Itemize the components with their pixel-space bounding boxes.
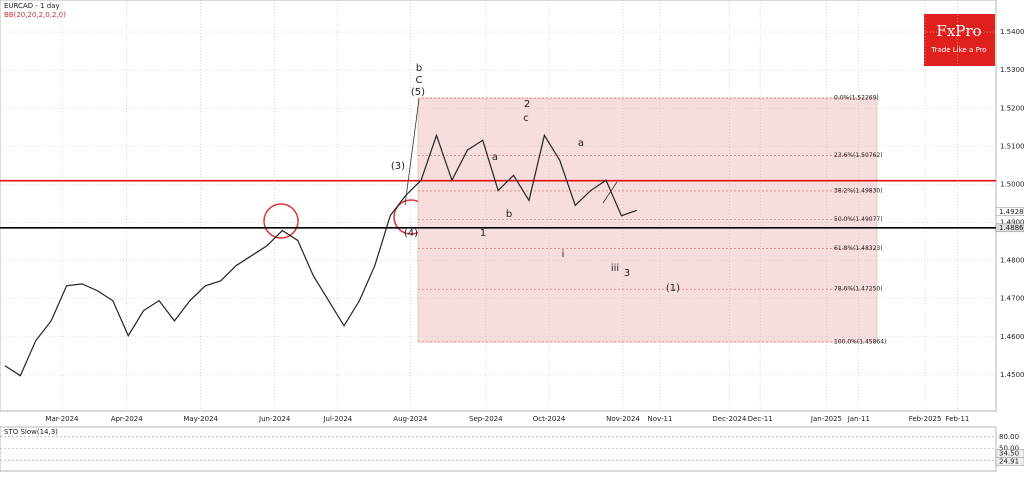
wave-line: [404, 98, 420, 206]
x-tick-label: Feb-2025: [909, 415, 942, 423]
fib-label: 61.8%(1.48323): [834, 245, 883, 252]
price-tag: [995, 223, 1024, 233]
logo-tagline: Trade Like a Pro: [930, 46, 986, 54]
wave-label: C: [416, 75, 423, 86]
fib-label: 78.6%(1.47250): [834, 286, 883, 293]
logo-box: [924, 14, 995, 66]
fib-label: 38.2%(1.49830): [834, 187, 883, 194]
x-tick-label: Apr-2024: [111, 415, 144, 423]
wave-label: iii: [611, 263, 619, 274]
x-tick-label: Feb-11: [946, 415, 970, 423]
wave-label: a: [578, 138, 584, 149]
x-tick-label: Jan-2025: [810, 415, 842, 423]
x-tick-label: May-2024: [183, 415, 218, 423]
x-tick-label: Sep-2024: [469, 415, 503, 423]
y-tick-label: 1.50000: [1000, 180, 1024, 188]
x-tick-label: Jan-11: [847, 415, 870, 423]
price-line: [4, 133, 638, 377]
wave-label: b: [506, 209, 512, 220]
y-tick-label: 1.53000: [1000, 66, 1024, 74]
logo-brand: FxPro: [936, 22, 981, 40]
wave-label: a: [492, 152, 498, 163]
x-tick-label: Jul-2024: [322, 415, 352, 423]
wave-label: b: [416, 63, 422, 74]
price-tag-label: 1.49283: [999, 208, 1024, 216]
y-tick-label: 1.49000: [1000, 219, 1024, 227]
x-tick-label: Nov-2024: [606, 415, 640, 423]
fib-label: 50.0%(1.49077): [834, 216, 883, 223]
y-tick-label: 1.47000: [1000, 295, 1024, 303]
wave-label: (3): [391, 161, 405, 172]
oscillator-panel: [0, 426, 997, 472]
price-tag-label: 1.48862: [999, 224, 1024, 232]
x-tick-label: Jun-2024: [258, 415, 291, 423]
oscillator-title: STO Slow(14,3): [4, 428, 58, 436]
projection-arrow: [602, 181, 618, 204]
x-tick-label: Aug-2024: [393, 415, 428, 423]
wave-label: (4): [404, 228, 418, 239]
x-tick-label: Nov-11: [648, 415, 673, 423]
price-tag: [995, 207, 1024, 217]
y-tick-label: 1.52000: [1000, 104, 1024, 112]
wave-label: 2: [524, 99, 530, 110]
osc-value-label: 34.50: [999, 450, 1019, 458]
osc-tick-label: 80.00: [999, 433, 1019, 441]
x-tick-label: Dec-11: [748, 415, 773, 423]
x-tick-label: Oct-2024: [533, 415, 566, 423]
y-tick-label: 1.46000: [1000, 333, 1024, 341]
wave-label: (5): [411, 87, 425, 98]
wave-label: 1: [480, 228, 486, 239]
osc-tick-label: 50.00: [999, 445, 1019, 453]
y-tick-label: 1.54000: [1000, 28, 1024, 36]
wave-label: c: [523, 113, 529, 124]
fib-zone: [417, 97, 878, 343]
y-tick-label: 1.48000: [1000, 257, 1024, 265]
wave-label: (1): [666, 283, 680, 294]
x-tick-label: Dec-2024: [712, 415, 746, 423]
wave-label: i: [562, 249, 565, 260]
osc-value-tag: [995, 457, 1024, 466]
y-tick-label: 1.51000: [1000, 142, 1024, 150]
x-tick-label: Mar-2024: [45, 415, 79, 423]
wave-label: 3: [624, 268, 630, 279]
fib-label: 0.0%(1.52269): [834, 95, 879, 102]
chart-title: EURCAD - 1 day: [4, 2, 60, 10]
fib-label: 100.0%(1.45864): [834, 339, 886, 346]
fib-label: 23.6%(1.50762): [834, 152, 883, 159]
osc-value-label: 24.91: [999, 457, 1019, 465]
indicator-label: BB(20,20,2,0,2,0): [4, 11, 66, 19]
